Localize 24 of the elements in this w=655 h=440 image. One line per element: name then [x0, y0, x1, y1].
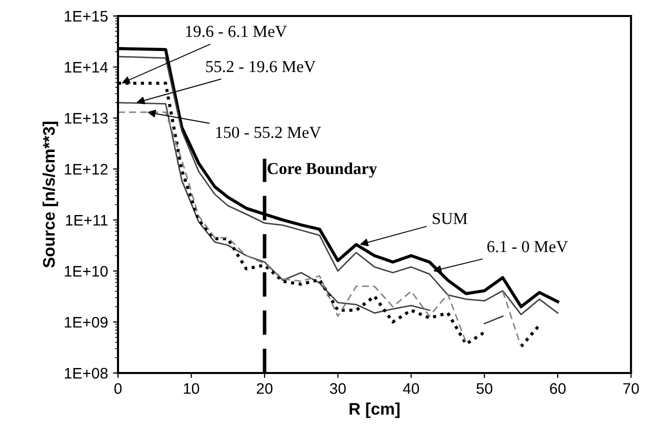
x-tick-label: 40	[403, 383, 420, 394]
y-tick-label: 1E+14	[64, 62, 108, 73]
x-tick-label: 30	[330, 383, 346, 394]
annotation: 6.1 - 0 MeV	[487, 240, 568, 252]
x-tick-label: 20	[256, 383, 272, 394]
y-axis-title: Source [n/s/cm**3]	[42, 122, 58, 268]
x-tick-label: 0	[114, 383, 122, 394]
y-tick-label: 1E+08	[64, 368, 108, 379]
x-axis-title: R [cm]	[350, 402, 400, 418]
annotation: SUM	[432, 212, 468, 224]
y-tick-label: 1E+11	[66, 215, 108, 226]
x-tick-label: 10	[184, 383, 200, 394]
x-tick-label: 50	[476, 383, 492, 394]
y-tick-label: 1E+10	[64, 266, 108, 277]
annotation: 150 - 55.2 MeV	[216, 126, 322, 138]
y-tick-label: 1E+13	[64, 112, 108, 124]
x-tick-label: 70	[623, 383, 639, 394]
x-tick-label: 60	[550, 383, 566, 394]
y-tick-label: 1E+15	[64, 11, 108, 22]
annotation: 19.6 - 6.1 MeV	[186, 26, 287, 38]
annotation: 55.2 - 19.6 MeV	[206, 60, 316, 72]
y-tick-label: 1E+12	[64, 164, 108, 175]
y-tick-label: 1E+09	[64, 316, 108, 328]
ref-line-label: Core Boundary	[268, 162, 377, 178]
